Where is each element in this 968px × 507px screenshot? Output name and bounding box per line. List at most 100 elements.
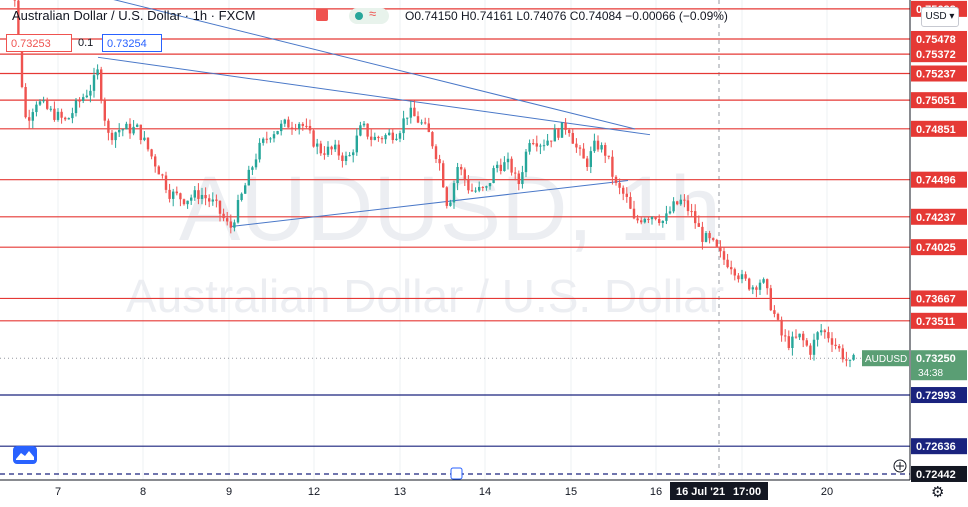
candle-up bbox=[661, 220, 664, 224]
currency-select[interactable]: USD ▾ bbox=[921, 7, 959, 27]
symbol-title[interactable]: Australian Dollar / U.S. Dollar · 1h · F… bbox=[12, 8, 256, 23]
support-label: 0.72636 bbox=[916, 441, 956, 453]
candle-down bbox=[28, 117, 31, 121]
sell-button[interactable]: 0.73253 bbox=[6, 34, 72, 52]
candle-down bbox=[780, 319, 783, 336]
settings-gear-icon[interactable]: ⚙ bbox=[931, 484, 945, 501]
candle-down bbox=[834, 344, 837, 346]
candle-down bbox=[427, 123, 430, 133]
candle-down bbox=[787, 336, 790, 348]
candle-down bbox=[391, 132, 394, 140]
candle-down bbox=[737, 275, 740, 280]
candle-down bbox=[17, 0, 20, 40]
candle-down bbox=[330, 146, 333, 150]
candle-down bbox=[726, 259, 729, 268]
candle-down bbox=[535, 143, 538, 147]
candle-down bbox=[654, 216, 657, 220]
watermark-symbol: AUDUSD, 1h bbox=[179, 158, 721, 260]
candle-up bbox=[560, 122, 564, 138]
resistance-label: 0.75051 bbox=[916, 95, 956, 107]
candle-up bbox=[456, 167, 459, 184]
candle-up bbox=[344, 155, 348, 162]
candle-up bbox=[449, 202, 452, 206]
candle-up bbox=[251, 167, 254, 170]
candle-down bbox=[730, 267, 733, 270]
candle-down bbox=[499, 164, 502, 172]
candle-down bbox=[845, 359, 848, 361]
candle-up bbox=[359, 125, 362, 136]
candle-down bbox=[690, 211, 693, 213]
candle-up bbox=[276, 131, 279, 135]
upper-trendline-2[interactable] bbox=[97, 56, 651, 136]
resistance-label-bg bbox=[911, 239, 967, 256]
candle-up bbox=[298, 123, 301, 129]
candle-up bbox=[679, 199, 682, 205]
candle-down bbox=[323, 153, 326, 155]
candle-up bbox=[121, 129, 124, 131]
resistance-label: 0.75237 bbox=[916, 69, 956, 81]
candle-down bbox=[640, 220, 643, 223]
candle-up bbox=[125, 123, 128, 130]
candle-up bbox=[600, 145, 603, 150]
ohlc-readout: O0.74150 H0.74161 L0.74076 C0.74084 −0.0… bbox=[405, 9, 728, 23]
candle-up bbox=[172, 191, 175, 199]
candle-up bbox=[42, 100, 45, 102]
candle-down bbox=[564, 122, 567, 130]
candle-down bbox=[470, 190, 474, 192]
candle-up bbox=[406, 117, 409, 119]
candle-down bbox=[337, 144, 340, 156]
upper-trendline-1[interactable] bbox=[0, 0, 636, 130]
candle-down bbox=[301, 123, 304, 126]
candle-down bbox=[60, 111, 63, 118]
candle-down bbox=[222, 213, 225, 219]
candle-up bbox=[384, 135, 387, 140]
candle-down bbox=[658, 219, 661, 224]
tradingview-logo-icon[interactable] bbox=[13, 446, 37, 464]
candle-up bbox=[373, 136, 376, 140]
candle-down bbox=[434, 146, 438, 160]
candle-up bbox=[589, 151, 592, 167]
candle-down bbox=[611, 156, 614, 177]
candle-up bbox=[798, 333, 801, 338]
x-tick-label-time: 17:00 bbox=[733, 486, 761, 498]
resistance-label: 0.75372 bbox=[916, 49, 956, 61]
candle-down bbox=[514, 172, 517, 174]
candle-down bbox=[370, 136, 373, 140]
candle-down bbox=[107, 120, 110, 133]
candle-down bbox=[204, 194, 207, 199]
candle-up bbox=[816, 332, 819, 340]
candle-up bbox=[388, 132, 391, 136]
candle-down bbox=[571, 133, 574, 144]
candle-up bbox=[38, 101, 42, 105]
candle-up bbox=[452, 183, 456, 203]
symbol-tag-bg bbox=[862, 350, 909, 367]
candle-up bbox=[496, 164, 499, 169]
candle-up bbox=[244, 185, 247, 194]
x-tick-label: 7 bbox=[55, 486, 61, 498]
candle-down bbox=[308, 125, 312, 131]
candle-up bbox=[186, 200, 189, 205]
candle-up bbox=[852, 354, 855, 360]
candle-down bbox=[618, 182, 621, 188]
candle-up bbox=[812, 339, 816, 355]
candle-down bbox=[438, 159, 441, 164]
candle-up bbox=[92, 75, 96, 91]
line-handle[interactable] bbox=[450, 467, 463, 480]
candle-down bbox=[431, 132, 434, 147]
lower-trendline[interactable] bbox=[231, 180, 629, 227]
candle-down bbox=[460, 167, 463, 170]
candle-up bbox=[420, 122, 423, 124]
candle-down bbox=[24, 86, 27, 118]
candle-up bbox=[665, 213, 668, 221]
candle-down bbox=[694, 211, 697, 224]
candle-up bbox=[136, 124, 139, 127]
buy-button[interactable]: 0.73254 bbox=[102, 34, 162, 52]
support-label-bg bbox=[911, 438, 967, 455]
candle-down bbox=[517, 173, 520, 185]
candle-up bbox=[85, 95, 88, 98]
candle-down bbox=[287, 119, 290, 128]
candle-down bbox=[575, 143, 578, 148]
symbol-tag: AUDUSD bbox=[865, 354, 907, 365]
